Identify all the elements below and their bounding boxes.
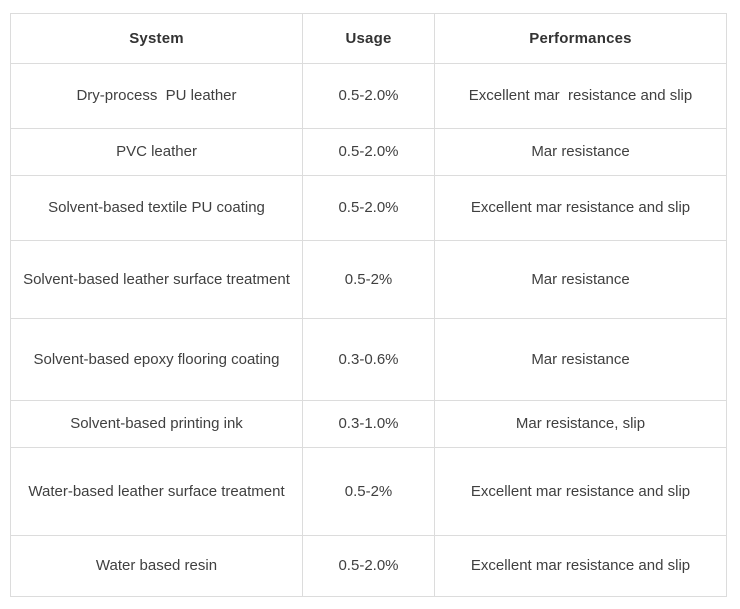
system-cell: PVC leather: [10, 128, 303, 176]
table-row: Solvent-based epoxy flooring coating 0.3…: [10, 318, 727, 401]
system-cell: Water based resin: [10, 535, 303, 597]
system-cell: Solvent-based printing ink: [10, 400, 303, 448]
table-row: Solvent-based textile PU coating 0.5-2.0…: [10, 175, 727, 241]
header-usage: Usage: [302, 13, 435, 64]
usage-cell: 0.5-2%: [302, 240, 435, 319]
system-usage-performances-table: System Usage Performances Dry-process PU…: [10, 13, 727, 597]
usage-cell: 0.5-2%: [302, 447, 435, 536]
table-row: Water based resin 0.5-2.0% Excellent mar…: [10, 535, 727, 597]
usage-cell: 0.5-2.0%: [302, 175, 435, 241]
usage-cell: 0.3-1.0%: [302, 400, 435, 448]
system-cell: Solvent-based epoxy flooring coating: [10, 318, 303, 401]
performances-cell: Excellent mar resistance and slip: [434, 535, 727, 597]
table-row: Water-based leather surface treatment 0.…: [10, 447, 727, 536]
table-header-row: System Usage Performances: [10, 13, 727, 64]
table-row: Solvent-based leather surface treatment …: [10, 240, 727, 319]
table-row: Solvent-based printing ink 0.3-1.0% Mar …: [10, 400, 727, 448]
performances-cell: Excellent mar resistance and slip: [434, 175, 727, 241]
usage-cell: 0.5-2.0%: [302, 128, 435, 176]
performances-cell: Mar resistance: [434, 318, 727, 401]
table-row: PVC leather 0.5-2.0% Mar resistance: [10, 128, 727, 176]
performances-cell: Excellent mar resistance and slip: [434, 447, 727, 536]
usage-cell: 0.5-2.0%: [302, 535, 435, 597]
system-cell: Water-based leather surface treatment: [10, 447, 303, 536]
header-system: System: [10, 13, 303, 64]
header-performances: Performances: [434, 13, 727, 64]
system-cell: Dry-process PU leather: [10, 63, 303, 129]
performances-cell: Mar resistance, slip: [434, 400, 727, 448]
system-cell: Solvent-based leather surface treatment: [10, 240, 303, 319]
system-cell: Solvent-based textile PU coating: [10, 175, 303, 241]
performances-cell: Mar resistance: [434, 240, 727, 319]
performances-cell: Mar resistance: [434, 128, 727, 176]
usage-cell: 0.5-2.0%: [302, 63, 435, 129]
performances-cell: Excellent mar resistance and slip: [434, 63, 727, 129]
usage-cell: 0.3-0.6%: [302, 318, 435, 401]
table-row: Dry-process PU leather 0.5-2.0% Excellen…: [10, 63, 727, 129]
